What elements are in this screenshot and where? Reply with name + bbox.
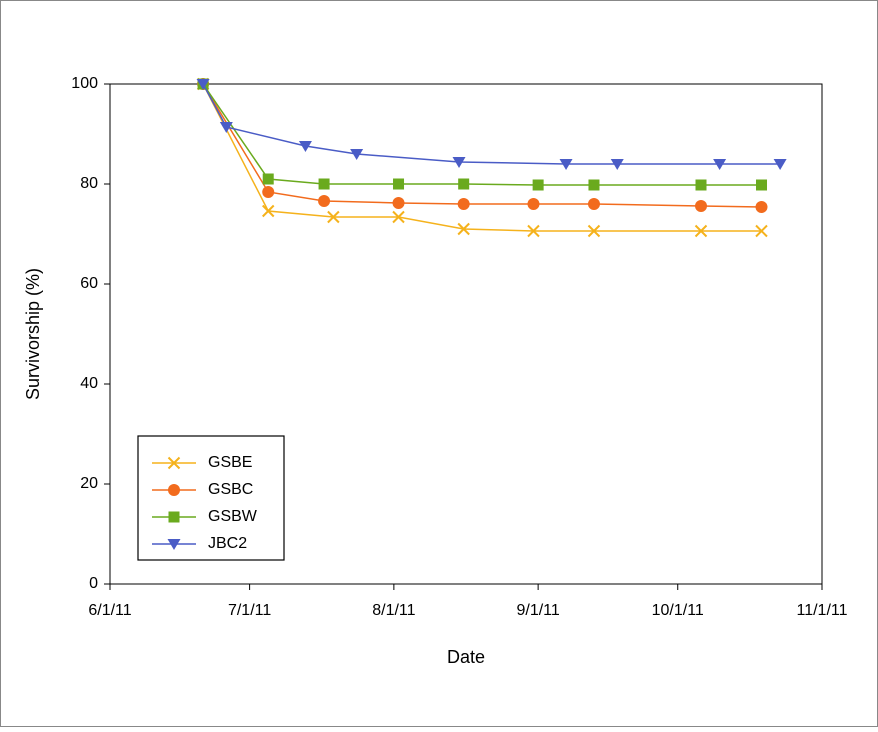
legend-label: GSBC xyxy=(208,481,253,498)
marker xyxy=(458,178,470,190)
marker xyxy=(219,122,233,133)
marker xyxy=(755,224,768,238)
marker xyxy=(695,200,708,212)
x-tick-label: 9/1/11 xyxy=(516,602,559,619)
marker xyxy=(756,179,768,191)
marker xyxy=(610,159,624,170)
marker xyxy=(457,198,470,210)
y-tick-label: 40 xyxy=(80,375,98,392)
marker xyxy=(318,178,330,190)
x-tick-label: 10/1/11 xyxy=(652,602,704,619)
marker xyxy=(559,159,573,170)
marker xyxy=(392,197,405,209)
y-tick-label: 20 xyxy=(80,475,98,492)
marker xyxy=(755,201,768,213)
marker xyxy=(588,179,600,191)
y-tick-label: 60 xyxy=(80,275,98,292)
marker xyxy=(587,198,600,210)
marker xyxy=(457,222,470,236)
x-tick-label: 6/1/11 xyxy=(88,602,131,619)
marker xyxy=(196,79,210,90)
marker xyxy=(318,195,331,207)
marker xyxy=(773,159,787,170)
marker xyxy=(167,539,181,550)
marker xyxy=(392,210,405,224)
marker xyxy=(167,456,181,470)
marker xyxy=(168,484,180,496)
marker xyxy=(298,141,312,152)
marker xyxy=(695,179,707,191)
legend-label: JBC2 xyxy=(208,535,247,552)
marker xyxy=(350,149,364,160)
marker xyxy=(168,511,180,523)
x-tick-label: 11/1/11 xyxy=(796,602,847,619)
marker xyxy=(262,173,274,185)
y-axis-label: Survivorship (%) xyxy=(23,268,43,400)
y-tick-label: 80 xyxy=(80,175,98,192)
marker xyxy=(527,224,540,238)
marker xyxy=(262,186,275,198)
marker xyxy=(527,198,540,210)
marker xyxy=(393,178,405,190)
marker xyxy=(532,179,544,191)
legend-label: GSBW xyxy=(208,508,258,525)
legend-box xyxy=(137,435,285,561)
marker xyxy=(262,204,275,218)
marker xyxy=(694,224,708,238)
marker xyxy=(452,157,466,168)
x-tick-label: 8/1/11 xyxy=(372,602,415,619)
x-axis-label: Date xyxy=(447,647,485,667)
y-tick-label: 0 xyxy=(89,575,98,592)
marker xyxy=(327,210,340,224)
legend-label: GSBE xyxy=(208,454,252,471)
plot-frame xyxy=(109,83,823,585)
marker xyxy=(587,224,601,238)
marker xyxy=(713,159,727,170)
x-tick-label: 7/1/11 xyxy=(228,602,271,619)
y-tick-label: 100 xyxy=(71,75,98,92)
